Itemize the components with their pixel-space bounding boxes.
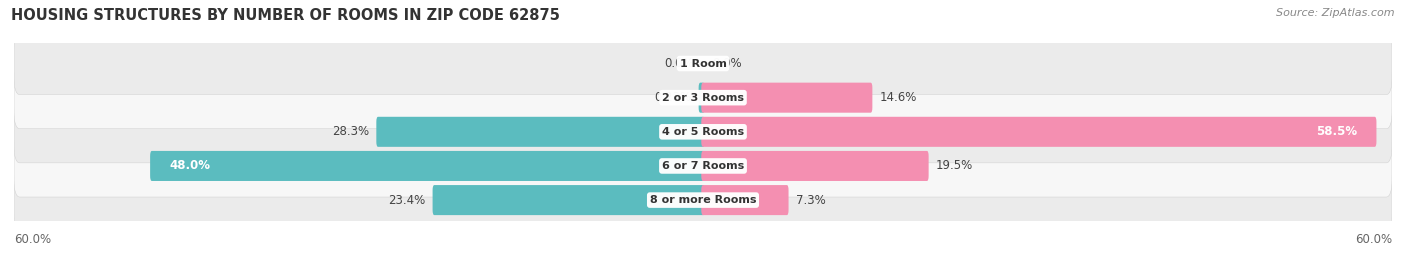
FancyBboxPatch shape — [14, 33, 1392, 95]
FancyBboxPatch shape — [702, 117, 1376, 147]
Text: 2 or 3 Rooms: 2 or 3 Rooms — [662, 93, 744, 103]
Text: 0.0%: 0.0% — [713, 57, 742, 70]
Text: 1 Room: 1 Room — [679, 59, 727, 69]
Text: 0.23%: 0.23% — [654, 91, 692, 104]
FancyBboxPatch shape — [377, 117, 704, 147]
FancyBboxPatch shape — [14, 169, 1392, 231]
Text: 19.5%: 19.5% — [936, 160, 973, 172]
Text: 14.6%: 14.6% — [880, 91, 917, 104]
Text: HOUSING STRUCTURES BY NUMBER OF ROOMS IN ZIP CODE 62875: HOUSING STRUCTURES BY NUMBER OF ROOMS IN… — [11, 8, 560, 23]
FancyBboxPatch shape — [14, 101, 1392, 163]
FancyBboxPatch shape — [702, 151, 928, 181]
Text: Source: ZipAtlas.com: Source: ZipAtlas.com — [1277, 8, 1395, 18]
FancyBboxPatch shape — [433, 185, 704, 215]
FancyBboxPatch shape — [702, 83, 872, 113]
Text: 23.4%: 23.4% — [388, 194, 425, 207]
FancyBboxPatch shape — [14, 135, 1392, 197]
Legend: Owner-occupied, Renter-occupied: Owner-occupied, Renter-occupied — [567, 266, 839, 269]
Text: 0.0%: 0.0% — [664, 57, 693, 70]
Text: 6 or 7 Rooms: 6 or 7 Rooms — [662, 161, 744, 171]
Text: 58.5%: 58.5% — [1316, 125, 1358, 138]
FancyBboxPatch shape — [150, 151, 704, 181]
Text: 8 or more Rooms: 8 or more Rooms — [650, 195, 756, 205]
FancyBboxPatch shape — [699, 83, 704, 113]
Text: 60.0%: 60.0% — [1355, 232, 1392, 246]
Text: 48.0%: 48.0% — [169, 160, 209, 172]
FancyBboxPatch shape — [14, 67, 1392, 129]
Text: 7.3%: 7.3% — [796, 194, 825, 207]
Text: 4 or 5 Rooms: 4 or 5 Rooms — [662, 127, 744, 137]
Text: 28.3%: 28.3% — [332, 125, 368, 138]
FancyBboxPatch shape — [702, 185, 789, 215]
Text: 60.0%: 60.0% — [14, 232, 51, 246]
